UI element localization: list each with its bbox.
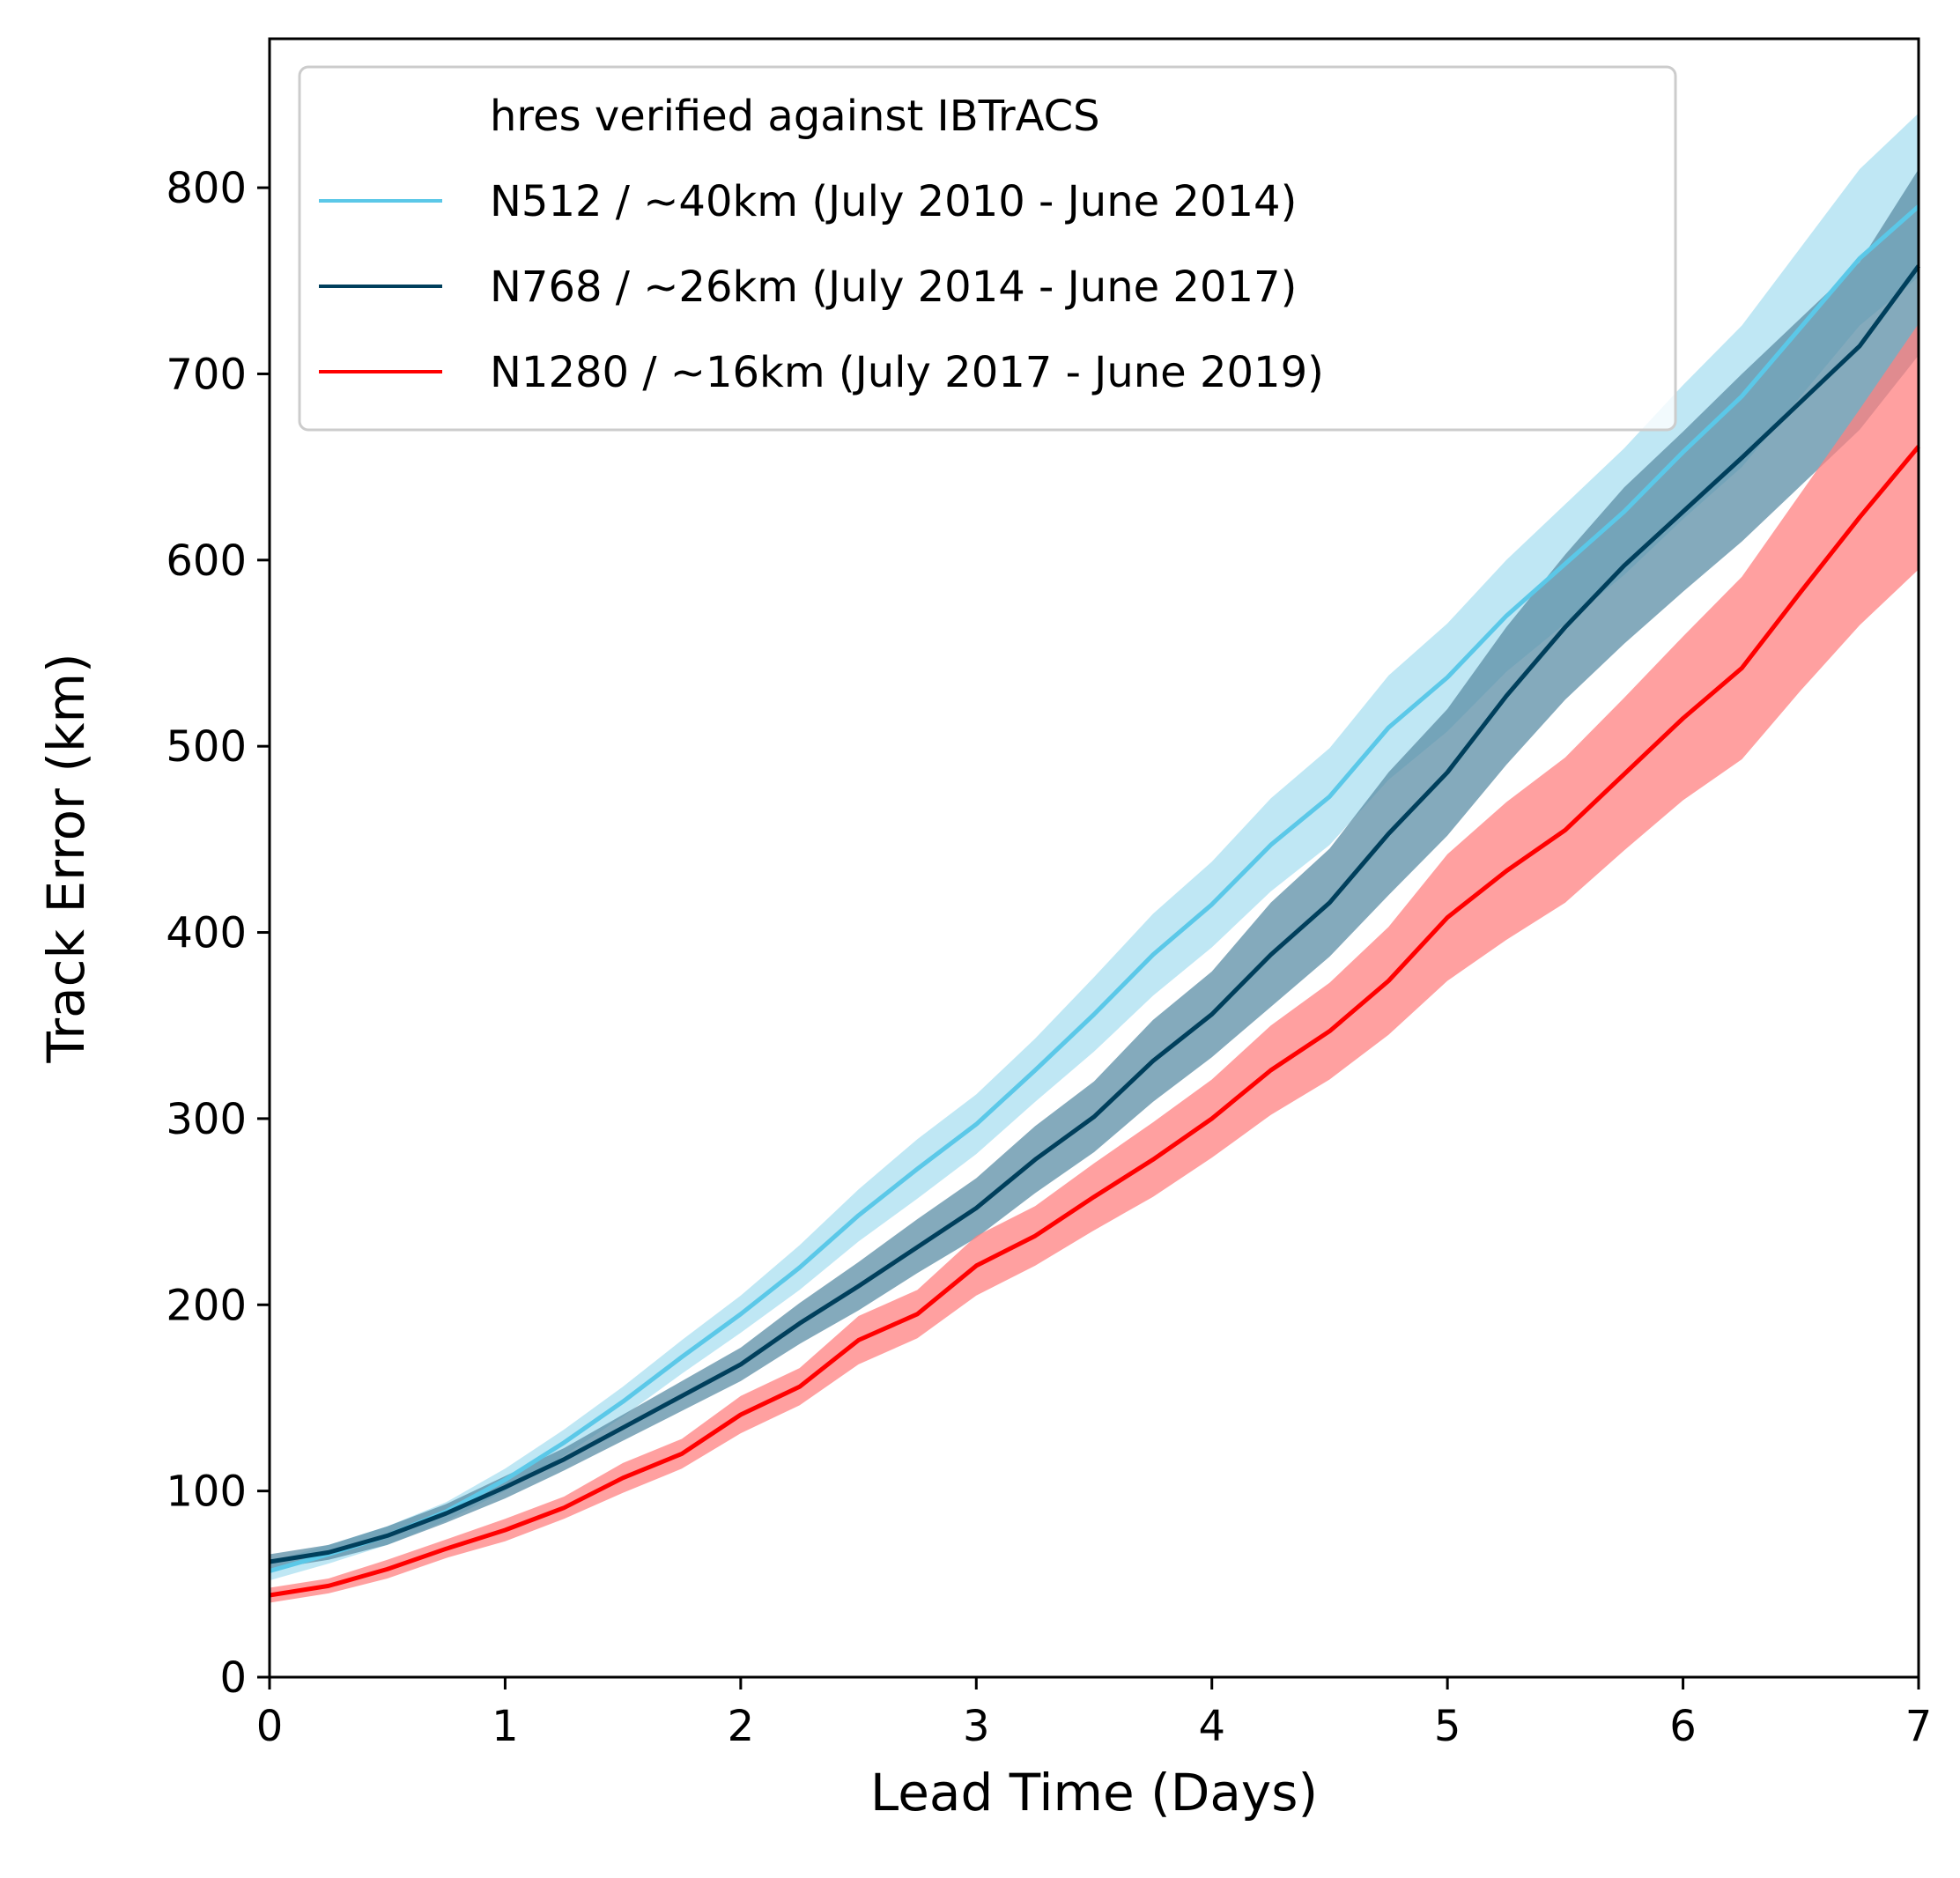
x-tick-label: 1 (492, 1702, 519, 1751)
x-tick-label: 3 (963, 1702, 990, 1751)
x-tick-label: 2 (728, 1702, 755, 1751)
series-lines (269, 204, 1921, 1598)
legend-label-n512: N512 / ~40km (July 2010 - June 2014) (490, 177, 1297, 226)
x-tick-label: 5 (1434, 1702, 1461, 1751)
plot-frame (268, 37, 1920, 1679)
line-n512 (269, 204, 1920, 1573)
y-tick-label: 100 (166, 1468, 247, 1517)
y-axis-title: Track Error (km) (36, 653, 96, 1063)
legend: hres verified against IBTrACS N512 / ~40… (298, 65, 1677, 432)
y-tick-label: 0 (219, 1653, 247, 1703)
y-tick-label: 400 (166, 909, 247, 958)
y-tick-label: 300 (166, 1095, 247, 1144)
y-tick-label: 200 (166, 1281, 247, 1330)
legend-label-n768: N768 / ~26km (July 2014 - June 2017) (490, 262, 1297, 312)
x-tick-label: 6 (1669, 1702, 1697, 1751)
line-n768 (269, 264, 1921, 1564)
y-axis-ticks: 0 100 200 300 400 500 600 700 800 (166, 164, 270, 1703)
x-tick-label: 4 (1198, 1702, 1225, 1751)
x-tick-label: 7 (1905, 1702, 1933, 1751)
y-tick-label: 600 (166, 536, 247, 586)
x-axis-title: Lead Time (Days) (870, 1763, 1318, 1823)
legend-title: hres verified against IBTrACS (490, 92, 1100, 141)
legend-box (298, 65, 1677, 432)
legend-label-n1280: N1280 / ~16km (July 2017 - June 2019) (490, 348, 1324, 397)
x-axis-ticks: 0 1 2 3 4 5 6 7 (256, 1677, 1933, 1751)
x-tick-label: 0 (256, 1702, 284, 1751)
y-tick-label: 700 (166, 350, 247, 399)
y-tick-label: 500 (166, 722, 247, 772)
line-n1280 (269, 445, 1920, 1598)
y-tick-label: 800 (166, 164, 247, 213)
